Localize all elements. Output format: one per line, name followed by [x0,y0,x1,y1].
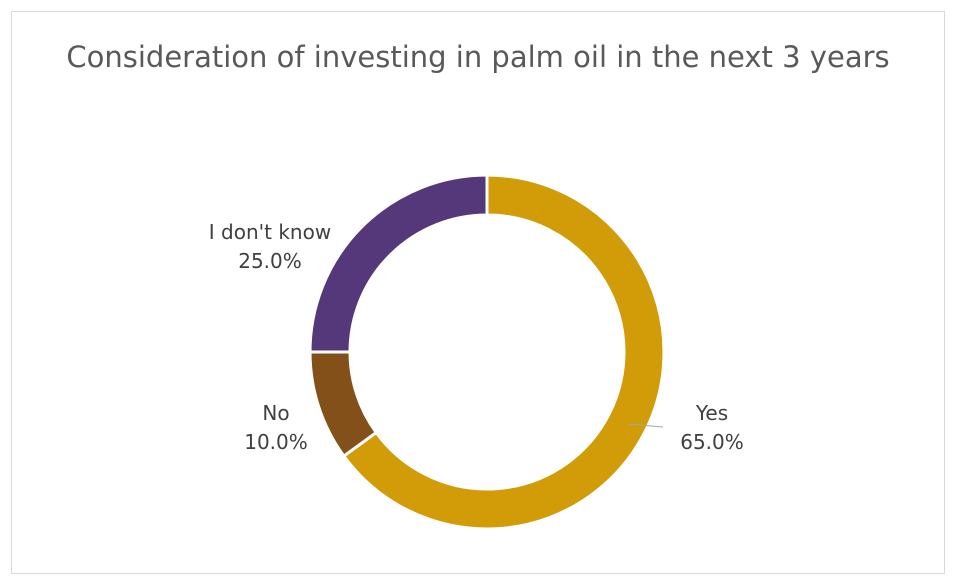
chart-frame [11,11,945,574]
chart-title: Consideration of investing in palm oil i… [66,40,890,74]
slice-category-label: No [262,401,289,425]
leader-lines [627,423,664,428]
slice-value-label: 10.0% [244,430,308,454]
slice-i-don-t-know [308,173,489,354]
leader-line-yes [627,423,664,428]
slice-no [308,350,379,459]
slice-category-label: I don't know [209,220,331,244]
slice-labels: Yes 65.0% No 10.0% I don't know 25.0% [209,220,744,454]
donut-slices [308,173,666,531]
slice-category-label: Yes [695,401,728,425]
slice-value-label: 25.0% [238,249,302,273]
slice-value-label: 65.0% [680,430,744,454]
slice-yes [341,173,666,531]
